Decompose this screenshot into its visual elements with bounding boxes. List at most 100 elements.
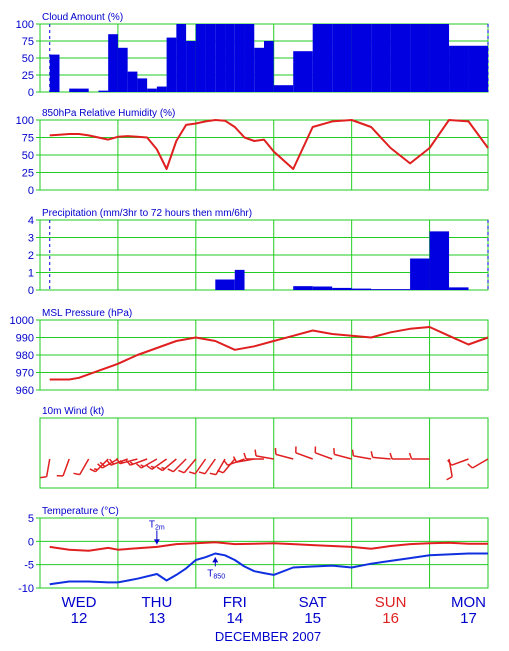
bar [371,289,411,290]
y-tick-label: 0 [28,87,34,99]
bar [108,34,118,92]
bar [429,231,450,290]
bar [332,24,352,92]
y-tick-label: 960 [16,385,34,397]
bar [234,269,245,290]
wind-barb [370,451,391,460]
y-tick-label: 980 [16,350,34,362]
panel-title: 10m Wind (kt) [42,406,104,417]
y-tick-label: 25 [22,168,34,180]
y-tick-label: 990 [16,333,34,345]
bar [69,88,79,92]
day-name: THU [141,594,172,611]
panel-line-5: Temperature (°C) -10 -5 0 5 T2m T850 [18,506,489,595]
svg-text:T850: T850 [207,568,225,580]
y-tick-label: 100 [16,115,34,127]
bar [176,24,187,92]
series-line [49,119,489,170]
wind-barb [40,458,51,479]
y-tick-label: 3 [28,233,34,245]
day-name: WED [61,594,96,611]
wind-barb [314,446,333,460]
y-tick-label: 2 [28,250,34,262]
bar [371,24,391,92]
bar [137,78,148,92]
wind-barb [447,458,469,466]
bar [264,41,274,92]
y-tick-label: -10 [18,583,34,595]
wind-barb [198,458,216,475]
wind-barb [178,458,197,474]
wind-barb [243,452,264,460]
bar [449,287,469,290]
day-date: 13 [149,610,166,627]
panel-frame [39,319,489,391]
day-name: SUN [375,594,407,611]
day-name: MON [451,594,486,611]
y-tick-label: 75 [22,36,34,48]
y-tick-label: -5 [24,560,34,572]
bar [215,24,226,92]
y-tick-label: 50 [22,53,34,65]
wind-barb [167,458,187,473]
series-line-t2m [49,541,488,552]
bar [312,286,333,290]
bar [156,86,167,92]
series-line [49,326,489,381]
bar [78,88,89,92]
panel-title: 850hPa Relative Humidity (%) [42,108,175,119]
bar [351,24,372,92]
svg-text:T2m: T2m [149,519,165,531]
y-tick-label: 25 [22,70,34,82]
panel-frame [39,119,489,191]
bar [254,47,264,92]
y-tick-label: 100 [16,19,34,31]
day-date: 14 [226,610,243,627]
annotation-t850: T850 [207,557,225,580]
panel-frame [39,219,489,291]
bar [205,24,216,92]
wind-barb [274,447,294,460]
y-tick-label: 5 [28,513,34,525]
series-line-t850 [49,552,488,586]
day-date: 17 [460,610,477,627]
day-name: FRI [223,594,247,611]
wind-barb [146,458,168,470]
annotation-t2m: T2m [149,519,165,545]
bar [225,24,235,92]
panel-line-3: MSL Pressure (hPa) 960 970 980 990 1000 [10,308,489,397]
bar [429,24,450,92]
wind-barb [408,452,430,460]
bar [166,37,177,92]
wind-barb [56,458,70,477]
bar [390,24,411,92]
panel-bar-2: Precipitation (mm/3hr to 72 hours then m… [28,208,489,297]
wind-barb [73,458,90,476]
day-date: 12 [71,610,88,627]
y-tick-label: 0 [28,536,34,548]
bar [147,88,157,92]
wind-barb [156,458,177,472]
y-tick-label: 0 [28,285,34,297]
panel-title: Temperature (°C) [42,506,119,517]
wind-barb [295,446,313,460]
bar [332,287,352,290]
bar [273,85,294,92]
bar [244,24,255,92]
wind-barb [89,458,109,473]
panel-title: Precipitation (mm/3hr to 72 hours then m… [42,208,252,219]
day-name: SAT [299,594,327,611]
wind-barb [115,457,138,465]
bar [234,24,245,92]
wind-barb [254,449,274,460]
wind-barb [333,447,352,460]
panel-title: MSL Pressure (hPa) [42,308,132,319]
bar [293,286,313,290]
panel-frame [39,417,489,489]
y-tick-label: 0 [28,185,34,197]
bar [351,288,372,290]
y-tick-label: 50 [22,150,34,162]
